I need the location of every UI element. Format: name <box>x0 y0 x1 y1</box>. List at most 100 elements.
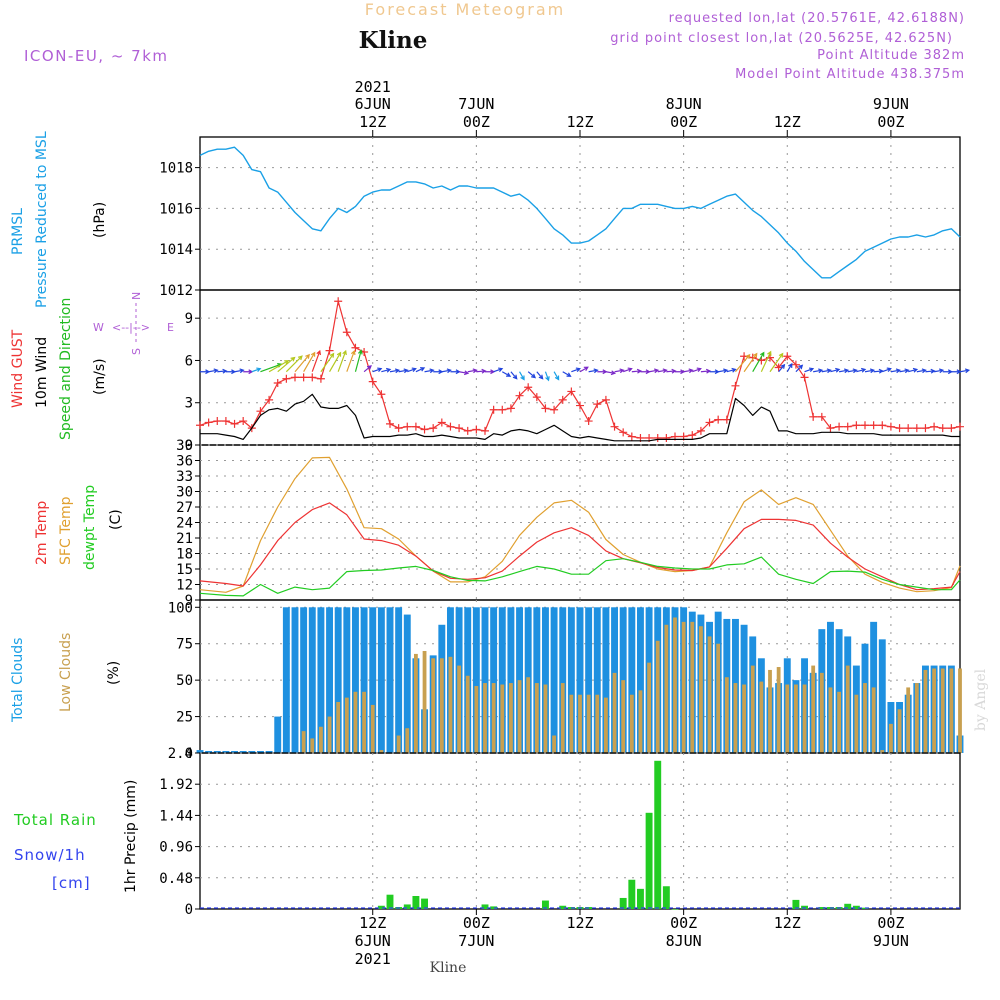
wind-direction-arrow <box>398 368 409 374</box>
low-cloud-bar <box>802 684 807 753</box>
gust-marker <box>783 352 792 361</box>
low-cloud-bar <box>362 691 366 753</box>
y-tick-label: 0 <box>185 902 193 918</box>
wind-direction-arrow <box>320 352 335 373</box>
gust-marker <box>627 432 636 441</box>
top-time-label: 00Z <box>877 113 904 131</box>
low-cloud-bar <box>465 675 470 753</box>
y-tick-label: 21 <box>176 531 193 547</box>
low-cloud-bar <box>543 684 548 753</box>
precip-unit: 1hr Precip (mm) <box>123 780 139 893</box>
bottom-time-label: 00Z <box>463 914 490 932</box>
y-tick-label: 1016 <box>159 201 193 217</box>
low-cloud-bar <box>742 684 746 753</box>
wind-direction-arrow <box>243 369 254 375</box>
wind-direction-arrow <box>847 368 858 374</box>
total-cloud-bar <box>542 607 549 753</box>
low-cloud-bar <box>949 668 954 753</box>
gust-marker <box>256 407 265 416</box>
low-cloud-bar <box>612 672 617 753</box>
gust-marker <box>282 374 291 383</box>
low-cloud-bar <box>638 690 643 753</box>
wind-direction-arrow <box>769 352 784 373</box>
wind-direction-arrow <box>234 368 245 374</box>
wind-direction-arrow <box>795 364 804 373</box>
gust-marker <box>325 346 334 355</box>
low-cloud-bar <box>768 669 772 753</box>
gust-marker <box>411 422 420 431</box>
total-cloud-bar <box>377 607 385 753</box>
wind-direction-arrow <box>200 369 211 375</box>
wind-direction-arrow <box>890 368 902 374</box>
low-cloud-bar <box>958 668 962 753</box>
wind-direction-arrow <box>536 371 544 380</box>
wind-direction-arrow <box>527 371 537 379</box>
total-cloud-bar <box>334 607 342 753</box>
low-cloud-bar <box>319 726 323 753</box>
precip-panel: 0 0.48 0.96 1.44 1.92 2.4 <box>159 746 961 918</box>
wind-direction-arrow <box>424 368 435 374</box>
gust-marker <box>498 405 507 414</box>
low-cloud-bar <box>310 738 315 753</box>
direction-label: Speed and Direction <box>58 298 74 440</box>
gust-marker <box>213 417 222 426</box>
wind-direction-arrow <box>311 349 321 372</box>
wind-direction-arrow <box>752 351 765 373</box>
wind-direction-arrow <box>251 367 262 373</box>
wind-direction-arrow <box>450 369 461 375</box>
wind-direction-arrow <box>657 368 668 374</box>
gust-marker <box>446 422 455 431</box>
low-cloud-bar <box>819 672 824 753</box>
wind-direction-arrow <box>942 369 953 375</box>
low-cloud-bar <box>673 617 677 753</box>
gust-marker <box>930 422 939 431</box>
gust-marker <box>368 377 377 386</box>
total-cloud-bar <box>533 607 541 753</box>
gust-marker <box>437 418 446 427</box>
y-tick-label: 9 <box>185 593 193 609</box>
low-cloud-bar <box>483 683 487 753</box>
wind-direction-arrow <box>959 368 971 374</box>
gust-marker <box>567 387 576 396</box>
total-cloud-bar <box>472 607 480 753</box>
wind-direction-arrow <box>467 368 478 374</box>
gust-marker <box>696 426 705 435</box>
gust-marker <box>705 418 714 427</box>
wind-direction-arrow <box>933 368 945 374</box>
y-tick-label: 50 <box>176 673 193 689</box>
top-time-label: 00Z <box>670 113 697 131</box>
low-cloud-bar <box>699 626 703 753</box>
low-cloud-bar <box>595 694 600 753</box>
wind-direction-arrow <box>277 356 296 373</box>
total-cloud-bar <box>308 607 316 753</box>
pressure-label-a: PRMSL <box>10 208 26 255</box>
pressure-unit: (hPa) <box>92 202 108 238</box>
y-tick-label: 0 <box>185 746 193 762</box>
y-tick-label: 15 <box>176 562 193 578</box>
total-cloud-bar <box>248 751 256 753</box>
y-tick-label: 1012 <box>159 283 193 299</box>
low-cloud-bar <box>837 691 841 753</box>
wind-direction-arrow <box>778 363 786 373</box>
wind-direction-arrow <box>588 368 599 374</box>
gust-marker <box>489 405 498 414</box>
top-date-label: 8JUN <box>666 95 702 113</box>
gust-marker <box>731 381 740 390</box>
gust-marker <box>956 422 964 431</box>
low-cloud-bar <box>517 680 522 753</box>
low-cloud-bar <box>500 684 505 753</box>
y-tick-label: 1014 <box>159 242 193 258</box>
total-cloud-bar <box>239 751 247 753</box>
wind-direction-arrow <box>605 370 617 376</box>
low-cloud-bar <box>370 704 375 753</box>
low-cloud-bar <box>776 667 781 753</box>
gust-marker <box>342 328 351 337</box>
wind-direction-arrow <box>614 368 625 374</box>
gust-marker <box>610 422 619 431</box>
y-tick-label: 75 <box>176 637 193 653</box>
sfc-label: SFC Temp <box>58 496 74 565</box>
wind-direction-arrow <box>856 367 867 373</box>
wind-direction-arrow <box>303 351 316 373</box>
total-cloud-bar <box>567 607 575 753</box>
